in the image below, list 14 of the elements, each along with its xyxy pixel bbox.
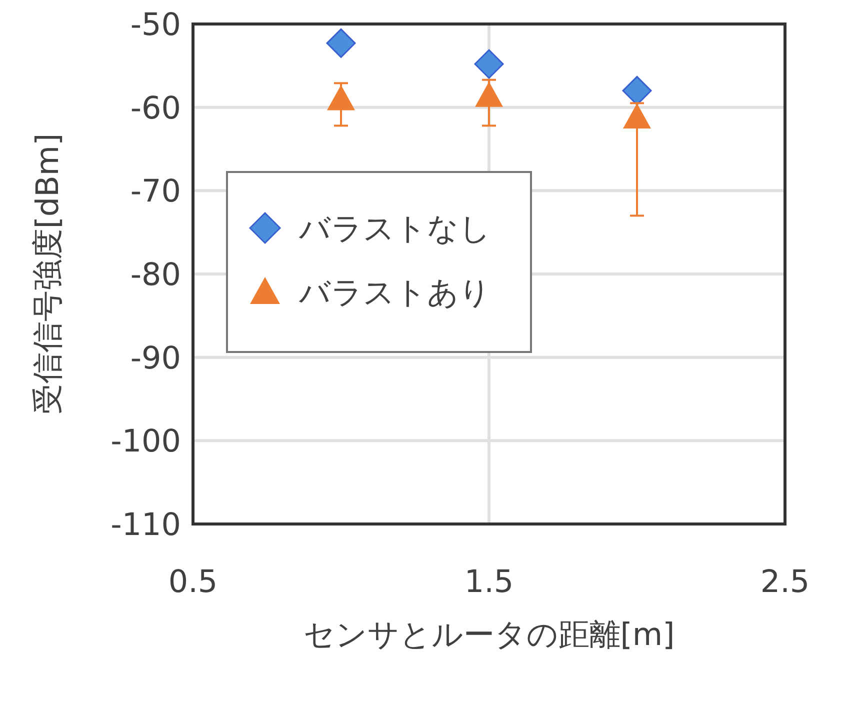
x-tick-label: 0.5: [168, 564, 218, 600]
y-tick-label: -50: [130, 7, 181, 43]
y-tick-label: -110: [110, 507, 181, 543]
y-tick-label: -100: [110, 424, 181, 460]
y-tick-label: -60: [130, 90, 181, 126]
x-axis-title: センサとルータの距離[m]: [303, 617, 675, 653]
legend-label: バラストなし: [298, 211, 491, 247]
y-tick-label: -90: [130, 340, 181, 376]
y-axis-title: 受信信号強度[dBm]: [30, 133, 66, 415]
y-tick-label: -80: [130, 257, 181, 293]
y-tick-label: -70: [130, 174, 181, 210]
x-tick-label: 1.5: [464, 564, 514, 600]
x-tick-label: 2.5: [760, 564, 810, 600]
legend-label: バラストあり: [298, 275, 491, 311]
